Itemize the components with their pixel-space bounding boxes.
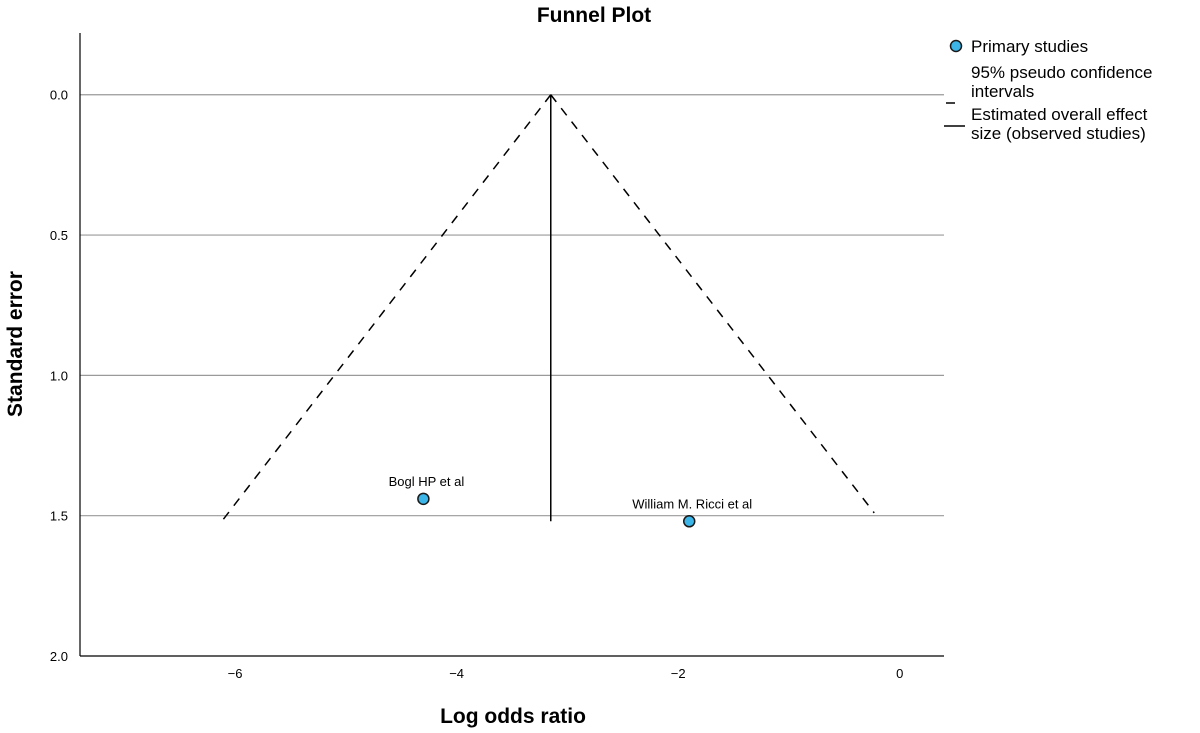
- study-point: [417, 492, 430, 506]
- confidence-interval-line: [221, 94, 552, 522]
- axes: [79, 33, 944, 657]
- funnel-lines: [221, 94, 875, 522]
- y-tick-label: 1.5: [50, 509, 68, 524]
- chart-title: Funnel Plot: [537, 4, 651, 27]
- study-points: Bogl HP et al William M. Ricci et al: [389, 474, 752, 528]
- x-tick-label: −6: [228, 666, 243, 681]
- x-tick-label: −4: [449, 666, 464, 681]
- legend-label-confidence-intervals: 95% pseudo confidence intervals: [971, 63, 1152, 101]
- study-point-label: Bogl HP et al: [389, 474, 465, 489]
- legend-label-primary-studies: Primary studies: [971, 37, 1088, 56]
- gridlines: [80, 94, 944, 517]
- y-axis-title: Standard error: [4, 271, 27, 417]
- x-tick-label: −2: [671, 666, 686, 681]
- legend-label-overall-effect: Estimated overall effect size (observed s…: [971, 105, 1148, 143]
- y-tick-label: 2.0: [50, 649, 68, 664]
- confidence-interval-line: [550, 94, 875, 514]
- x-tick-label: 0: [896, 666, 903, 681]
- study-point-label: William M. Ricci et al: [632, 496, 752, 511]
- y-tick-label: 0.0: [50, 88, 68, 103]
- legend-marker-primary-studies: [949, 39, 963, 53]
- study-point: [682, 515, 696, 528]
- x-axis-title: Log odds ratio: [440, 705, 586, 728]
- y-tick-label: 0.5: [50, 228, 68, 243]
- legend: Primary studies 95% pseudo confidence int…: [944, 37, 1152, 143]
- y-tick-label: 1.0: [50, 368, 68, 383]
- tick-labels: 0.0 0.5 1.0 1.5 2.0 −6 −4 −2 0: [50, 88, 903, 681]
